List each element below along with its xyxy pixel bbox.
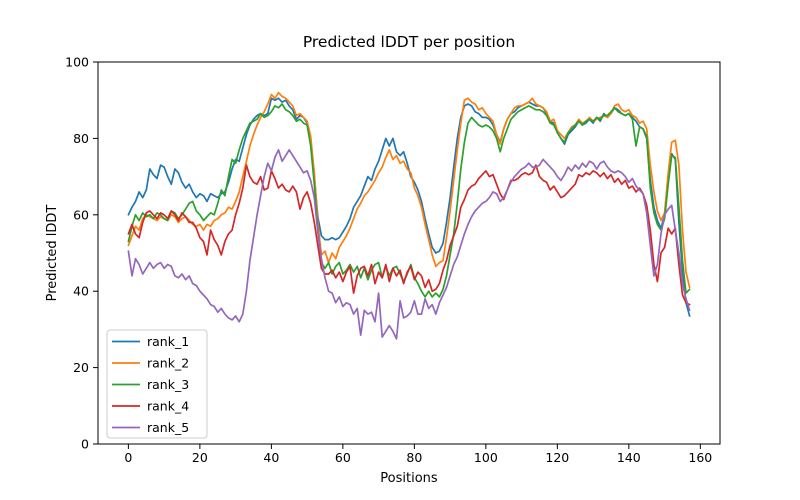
legend-item-rank_2: rank_2: [112, 356, 189, 371]
legend-label-rank_3: rank_3: [147, 377, 189, 392]
series-line-rank_5: [127, 149, 691, 340]
y-tick-label: 100: [65, 55, 89, 70]
y-tick-label: 40: [73, 284, 89, 299]
x-tick-label: 0: [124, 450, 132, 465]
legend-item-rank_1: rank_1: [112, 334, 189, 349]
plot-frame: [97, 61, 721, 445]
x-tick-label: 100: [474, 450, 498, 465]
series-lines: [127, 91, 691, 340]
x-tick-label: 40: [263, 450, 279, 465]
y-tick-label: 80: [73, 131, 89, 146]
legend-item-rank_3: rank_3: [112, 377, 189, 392]
x-tick-label: 60: [335, 450, 351, 465]
x-tick-label: 140: [617, 450, 641, 465]
x-axis-label: Positions: [380, 471, 438, 486]
legend-label-rank_2: rank_2: [147, 356, 189, 371]
y-tick-label: 0: [81, 437, 89, 452]
chart-title: Predicted lDDT per position: [303, 33, 515, 51]
legend: rank_1 rank_2 rank_3 rank_4 rank_5: [106, 329, 208, 439]
legend-label-rank_4: rank_4: [147, 399, 189, 414]
x-tick-label: 160: [688, 450, 712, 465]
axis-ticks: 0 20 40 60 80 100 120 140 160 0 20 40 60 80 100: [65, 55, 712, 466]
y-tick-label: 60: [73, 207, 89, 222]
series-line-rank_1: [127, 97, 691, 317]
legend-frame: [106, 329, 208, 439]
legend-label-rank_1: rank_1: [147, 334, 189, 349]
series-line-rank_2: [127, 91, 691, 289]
legend-label-rank_5: rank_5: [147, 420, 189, 435]
legend-item-rank_5: rank_5: [112, 420, 189, 435]
y-axis-label: Predicted lDDT: [45, 205, 60, 302]
x-tick-label: 120: [545, 450, 569, 465]
x-tick-label: 20: [192, 450, 208, 465]
legend-item-rank_4: rank_4: [112, 399, 189, 414]
y-tick-label: 20: [73, 360, 89, 375]
x-tick-label: 80: [406, 450, 422, 465]
series-line-rank_4: [127, 164, 691, 306]
